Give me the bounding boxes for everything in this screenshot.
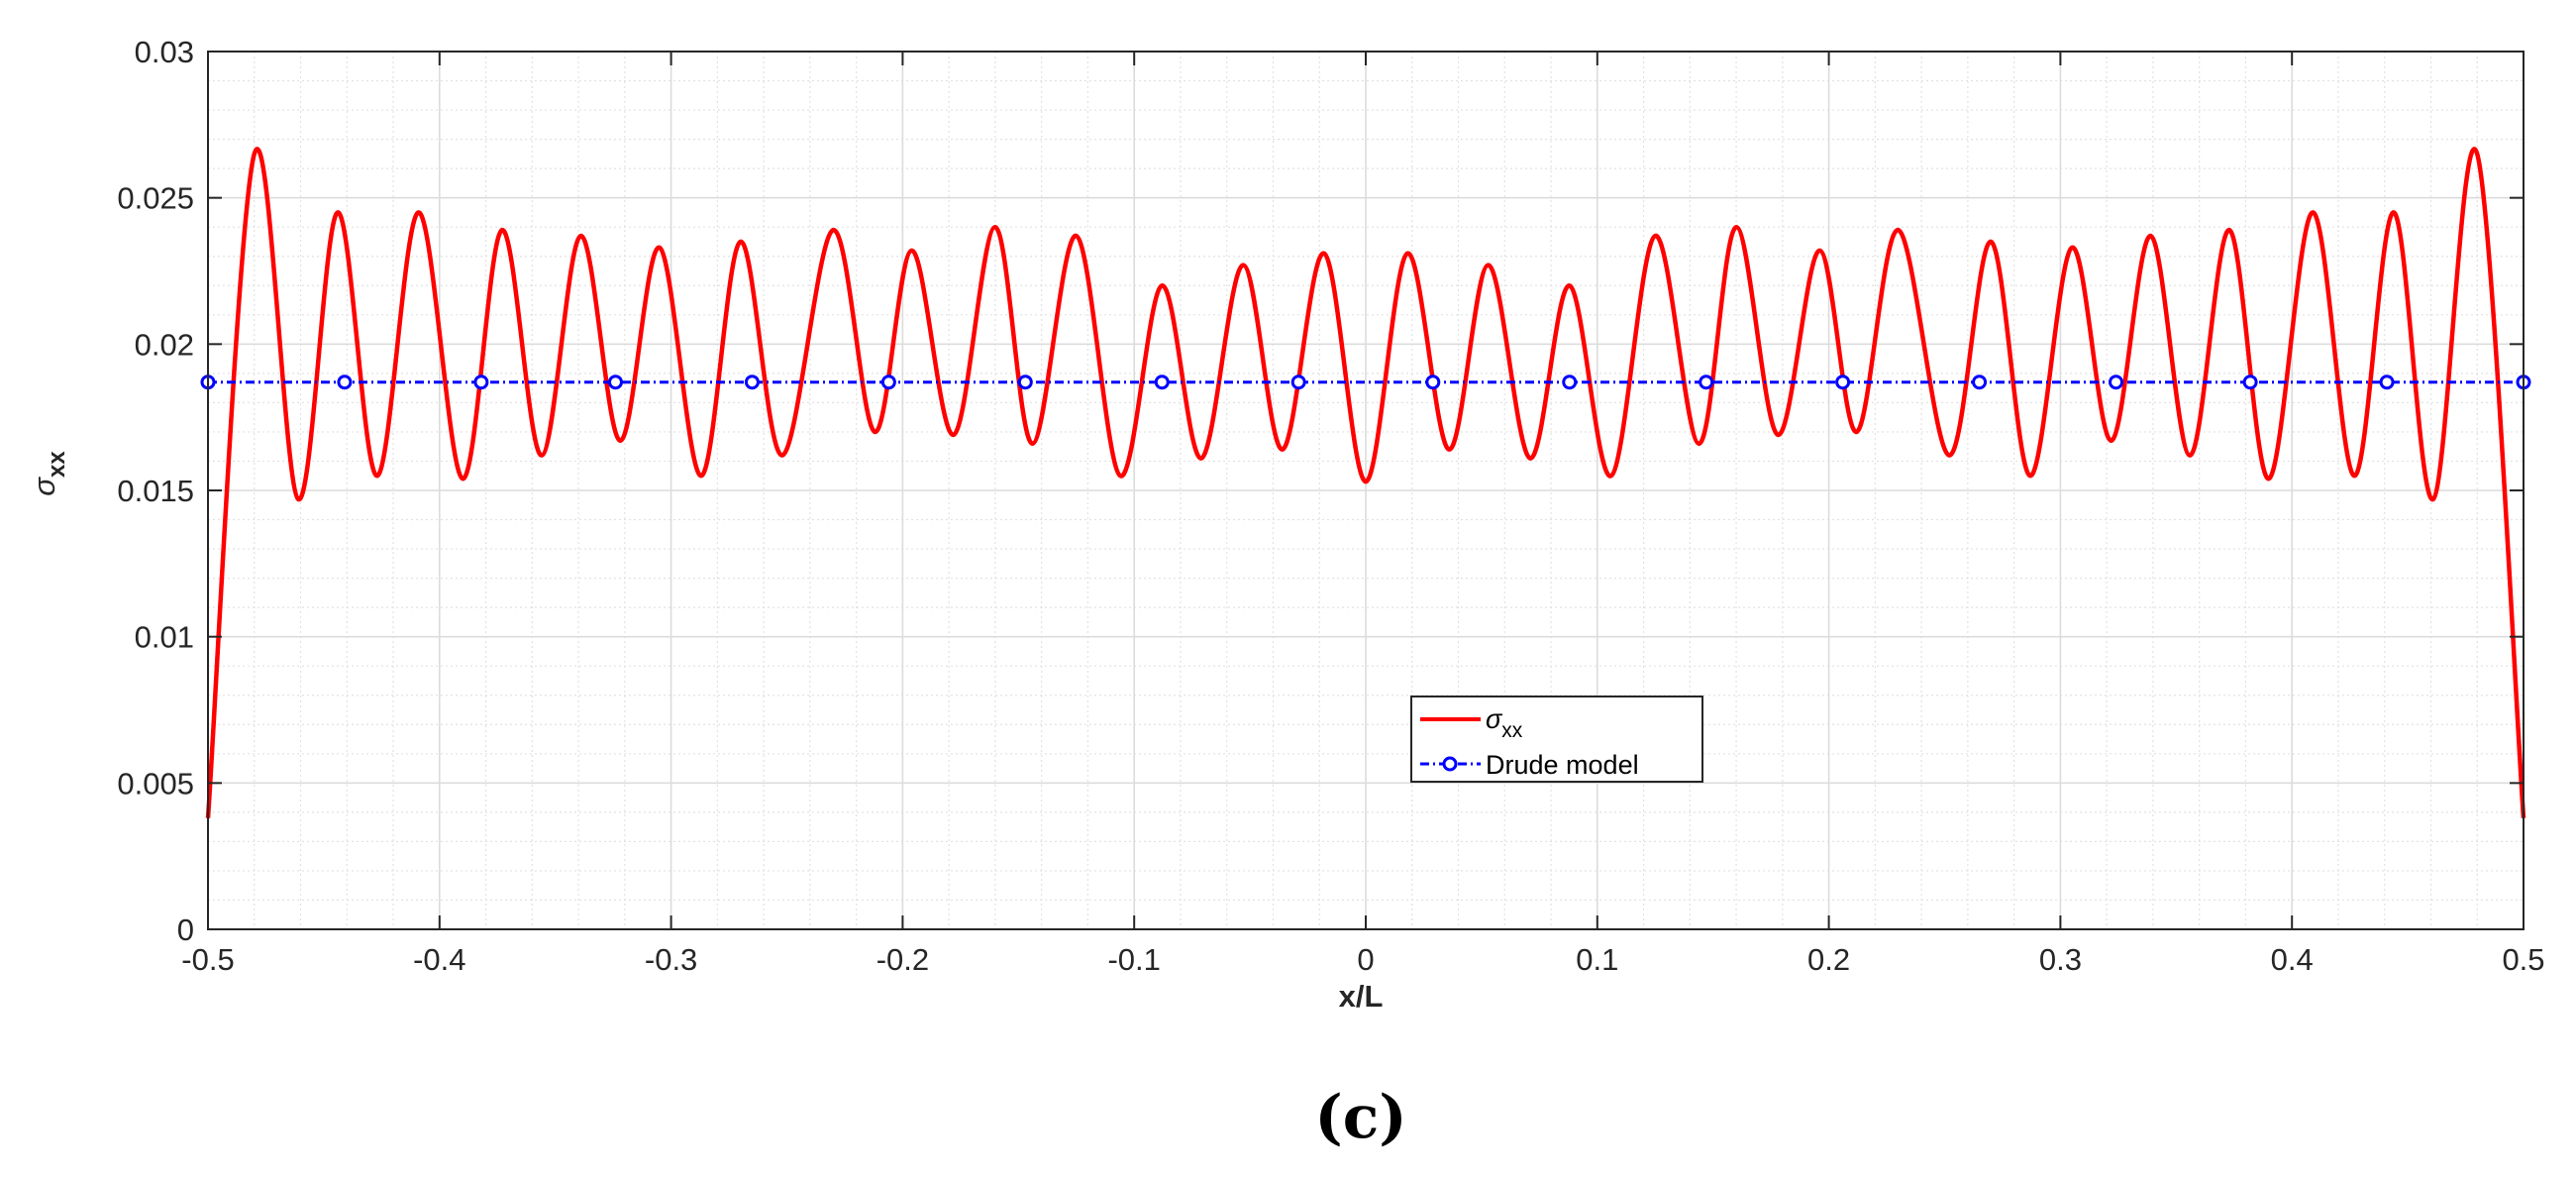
x-tick-label: 0.1	[1576, 942, 1618, 977]
drude-model-marker	[1154, 375, 1170, 390]
legend-box	[1410, 696, 1703, 783]
drude-model-marker	[1017, 375, 1033, 390]
drude-model-marker	[1972, 375, 1988, 390]
x-tick-label: -0.4	[413, 942, 465, 977]
y-tick-label: 0.03	[135, 35, 194, 69]
drude-model-marker	[1562, 375, 1578, 390]
y-tick-labels: 0 0.005 0.01 0.015 0.02 0.025 0.03	[117, 35, 194, 947]
y-tick-label: 0.02	[135, 327, 194, 362]
x-tick-label: -0.5	[181, 942, 234, 977]
drude-model-marker	[880, 375, 896, 390]
drude-model-marker	[2109, 375, 2124, 390]
legend-label-sigma: σxx	[1486, 704, 1523, 742]
legend-label-drude: Drude model	[1486, 750, 1639, 780]
x-tick-label: 0.2	[1807, 942, 1850, 977]
drude-model-marker	[2242, 375, 2258, 390]
legend-marker-drude	[1442, 756, 1458, 772]
x-tick-label: -0.1	[1107, 942, 1160, 977]
x-tick-label: 0	[1357, 942, 1374, 977]
x-tick-label: 0.5	[2502, 942, 2544, 977]
figure-caption: (c)	[1314, 1083, 1406, 1152]
drude-model-marker	[473, 375, 489, 390]
legend: σxx Drude model	[1410, 696, 1703, 783]
drude-model-marker	[744, 375, 760, 390]
x-tick-label: -0.2	[876, 942, 929, 977]
drude-model-marker	[1835, 375, 1851, 390]
drude-model-marker	[337, 375, 353, 390]
series-line-sigma-xx	[205, 147, 2526, 818]
y-axis-label: σxx	[27, 451, 70, 496]
legend-label-sigma-subscript: xx	[1501, 719, 1523, 742]
x-tick-label: -0.3	[645, 942, 697, 977]
svg-text:σxx: σxx	[27, 451, 70, 496]
major-grid	[207, 51, 2524, 930]
x-tick-label: 0.3	[2039, 942, 2082, 977]
drude-model-marker	[1425, 375, 1441, 390]
legend-label-sigma-symbol: σ	[1486, 704, 1503, 734]
y-axis-label-subscript: xx	[44, 451, 70, 478]
x-axis-label: x/L	[1339, 979, 1384, 1014]
drude-model-marker	[607, 375, 623, 390]
y-axis-label-symbol: σ	[27, 477, 61, 496]
y-tick-label: 0.015	[117, 474, 194, 508]
y-tick-label: 0.01	[135, 620, 194, 655]
y-tick-label: 0	[177, 912, 194, 947]
drude-model-marker	[1699, 375, 1714, 390]
drude-model-marker	[2379, 375, 2395, 390]
y-tick-label: 0.025	[117, 181, 194, 216]
drude-model-marker	[1290, 375, 1306, 390]
y-tick-label: 0.005	[117, 766, 194, 801]
series-layer	[200, 147, 2531, 818]
x-tick-labels: -0.5 -0.4 -0.3 -0.2 -0.1 0 0.1 0.2 0.3 0.4 0.5	[181, 942, 2544, 977]
axes	[207, 51, 2524, 930]
x-tick-label: 0.4	[2271, 942, 2314, 977]
